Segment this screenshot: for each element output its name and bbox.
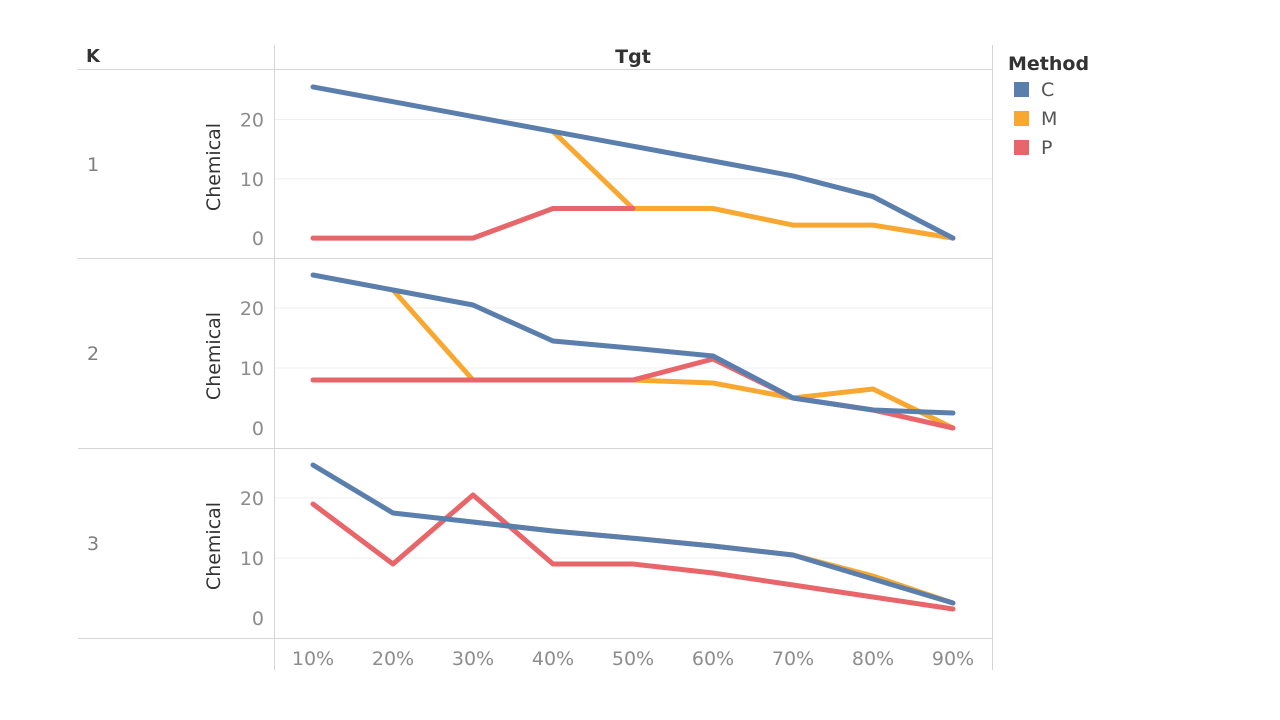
panel-k-2: 0 10 20 2 Chemical xyxy=(87,272,992,440)
legend-label-P: P xyxy=(1041,137,1052,159)
x-tick-label: 40% xyxy=(532,648,574,670)
x-tick-label: 20% xyxy=(372,648,414,670)
chart-frame xyxy=(78,45,993,670)
legend-swatch-P xyxy=(1014,140,1029,155)
series-line-P xyxy=(310,206,636,241)
series-line-C xyxy=(310,272,956,416)
panel-k-1: 0 10 20 1 Chemical xyxy=(87,84,992,250)
series-line-P xyxy=(310,492,956,612)
y-tick-label: 10 xyxy=(240,169,264,191)
legend-label-C: C xyxy=(1041,79,1054,101)
y-tick-label: 0 xyxy=(252,608,264,630)
x-tick-label: 50% xyxy=(612,648,654,670)
y-tick-label: 20 xyxy=(240,488,264,510)
x-tick-label: 90% xyxy=(932,648,974,670)
series-line-P xyxy=(310,356,956,431)
y-tick-label: 0 xyxy=(252,228,264,250)
column-header: Tgt xyxy=(615,46,651,68)
series-line-M xyxy=(550,128,956,241)
y-axis-label: Chemical xyxy=(203,123,225,211)
y-tick-label: 10 xyxy=(240,548,264,570)
legend: Method CMP xyxy=(1008,53,1089,159)
legend-title: Method xyxy=(1008,53,1089,75)
series-line-C xyxy=(310,84,956,241)
y-tick-label: 0 xyxy=(252,418,264,440)
series-line-C xyxy=(310,462,956,606)
legend-swatch-C xyxy=(1014,82,1029,97)
y-axis-label: Chemical xyxy=(203,312,225,400)
y-tick-label: 10 xyxy=(240,358,264,380)
series-line-M xyxy=(470,519,956,606)
x-tick-label: 30% xyxy=(452,648,494,670)
x-tick-label: 10% xyxy=(292,648,334,670)
row-label: 1 xyxy=(87,154,99,176)
row-label: 3 xyxy=(87,533,99,555)
y-tick-label: 20 xyxy=(240,298,264,320)
x-tick-label: 70% xyxy=(772,648,814,670)
x-axis: 10% 20% 30% 40% 50% 60% 70% 80% 90% xyxy=(292,648,974,670)
panel-k-3: 0 10 20 3 Chemical xyxy=(87,462,992,630)
row-header: K xyxy=(86,46,101,67)
x-tick-label: 60% xyxy=(692,648,734,670)
legend-swatch-M xyxy=(1014,111,1029,126)
y-axis-label: Chemical xyxy=(203,502,225,590)
panels: 0 10 20 1 Chemical 0 10 20 2 Chemical 0 10 20 3 Chemic… xyxy=(87,84,992,630)
y-tick-label: 20 xyxy=(240,110,264,132)
row-label: 2 xyxy=(87,343,99,365)
legend-label-M: M xyxy=(1041,108,1057,130)
x-tick-label: 80% xyxy=(852,648,894,670)
